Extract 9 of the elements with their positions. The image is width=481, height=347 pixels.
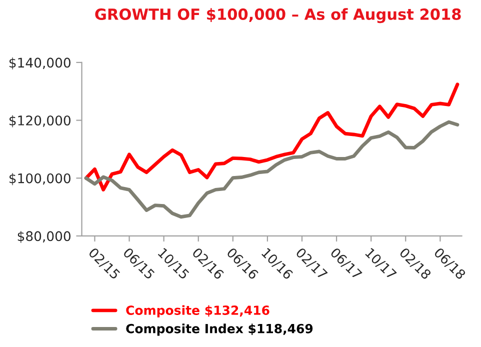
legend-label: Composite Index $118,469 — [126, 324, 313, 336]
line-series — [84, 120, 460, 219]
y-tick-label: $120,000 — [9, 115, 70, 128]
y-tick-label: $100,000 — [9, 173, 70, 186]
legend-label: Composite $132,416 — [126, 305, 270, 318]
y-tick-label: $140,000 — [9, 57, 70, 70]
y-tick-label: $80,000 — [18, 230, 70, 243]
line-series — [84, 82, 460, 192]
chart-title: GROWTH OF $100,000 – As of August 2018 — [95, 8, 461, 24]
